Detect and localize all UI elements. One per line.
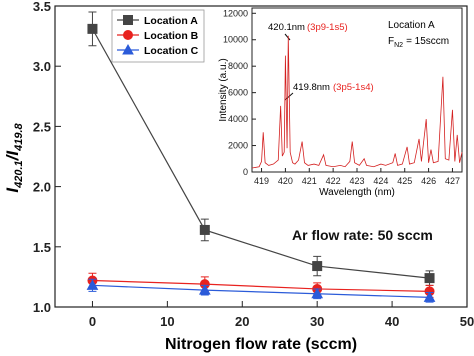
cond-symbol: F <box>388 36 394 47</box>
y-label-sub: 419.8 <box>13 122 25 151</box>
inset-x-label: Wavelength (nm) <box>319 187 395 198</box>
y-tick-label: 2000 <box>228 141 248 151</box>
peak-arrow <box>284 33 291 41</box>
y-tick-label: 2.0 <box>33 180 51 195</box>
x-tick-label: 50 <box>460 314 474 329</box>
marker <box>312 261 323 272</box>
y-tick-label: 3.0 <box>33 59 51 74</box>
peak-transition: (3p9-1s5) <box>307 22 348 33</box>
y-tick-label: 1.0 <box>33 300 51 315</box>
x-tick-label: 30 <box>310 314 324 329</box>
marker <box>424 273 435 284</box>
x-tick-label: 421 <box>302 176 317 186</box>
legend-marker <box>123 15 133 25</box>
cond-rest: = 15sccm <box>406 36 449 47</box>
peak-label: 420.1nm <box>268 22 305 33</box>
x-tick-label: 10 <box>160 314 174 329</box>
y-label-sub: 420.1 <box>13 160 25 189</box>
y-tick-label: 12000 <box>223 8 248 18</box>
x-tick-label: 425 <box>397 176 412 186</box>
marker <box>87 23 98 34</box>
y-label-part: I <box>3 150 22 156</box>
x-tick-label: 20 <box>235 314 249 329</box>
y-tick-label: 3.5 <box>33 0 51 14</box>
series-line <box>92 279 430 292</box>
series-line <box>91 28 430 279</box>
x-tick-label: 420 <box>278 176 293 186</box>
y-label-part: I <box>3 187 22 193</box>
y-tick-label: 2.5 <box>33 119 51 134</box>
legend-label: Location A <box>144 15 198 27</box>
x-tick-label: 422 <box>326 176 341 186</box>
annotation: Ar flow rate: 50 sccm <box>292 227 433 243</box>
x-axis-label: Nitrogen flow rate (sccm) <box>165 336 357 353</box>
marker <box>311 287 324 299</box>
y-tick-label: 1.5 <box>33 240 51 255</box>
legend-marker <box>123 30 133 40</box>
legend-label: Location C <box>144 45 199 57</box>
x-tick-label: 424 <box>373 176 388 186</box>
series-line <box>92 284 430 298</box>
y-tick-label: 8000 <box>228 61 248 71</box>
y-tick-label: 4000 <box>228 114 248 124</box>
series-line <box>251 35 463 169</box>
x-tick-label: 0 <box>89 314 96 329</box>
x-tick-label: 40 <box>385 314 399 329</box>
peak-transition: (3p5-1s4) <box>333 82 374 93</box>
x-tick-label: 427 <box>445 176 460 186</box>
inset-condition: FN2 = 15sccm <box>388 36 449 49</box>
legend-label: Location B <box>144 30 199 42</box>
y-label-part: / <box>3 153 22 161</box>
marker <box>423 291 436 302</box>
marker <box>86 279 99 290</box>
cond-sub: N2 <box>394 42 403 49</box>
y-tick-label: 0 <box>243 167 248 177</box>
y-tick-label: 10000 <box>223 35 248 45</box>
plot-frame <box>54 5 468 308</box>
inset-location: Location A <box>388 20 435 31</box>
y-tick-label: 6000 <box>228 88 248 98</box>
x-tick-label: 423 <box>349 176 364 186</box>
inset-y-label: Intensity (a.u.) <box>218 58 229 121</box>
marker <box>198 284 211 295</box>
x-tick-label: 419 <box>254 176 269 186</box>
peak-label: 419.8nm <box>293 82 330 93</box>
legend-marker <box>122 43 134 55</box>
marker <box>199 224 210 235</box>
inset-texts: Location A FN2 = 15sccm 420.1nm (3p9-1s5)… <box>218 20 449 198</box>
y-axis-label: I420.1/I419.8 <box>3 122 25 192</box>
x-tick-label: 426 <box>421 176 436 186</box>
